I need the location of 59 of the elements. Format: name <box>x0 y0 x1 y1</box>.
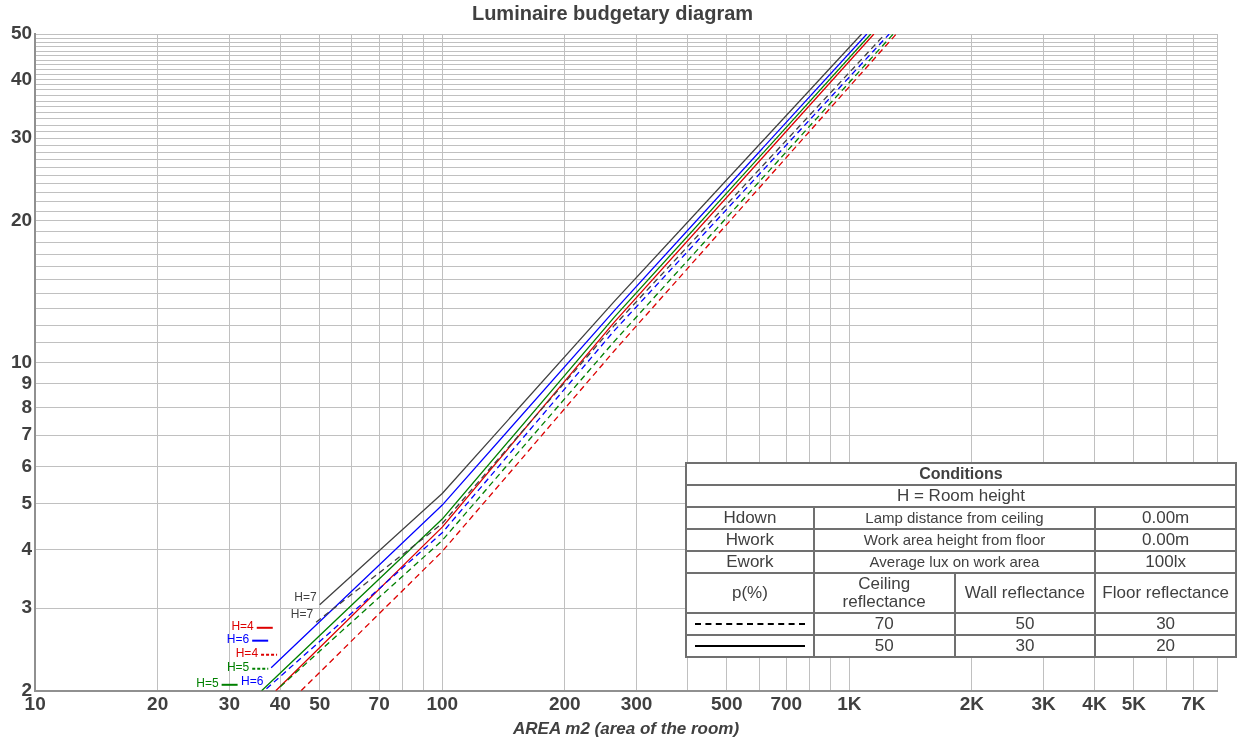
annotation: H = Room height <box>686 485 1236 507</box>
annotation: 30 <box>1095 613 1236 635</box>
x-tick-label: 1K <box>837 693 862 715</box>
x-tick-label: 100 <box>426 693 459 715</box>
x-tick-label: 2K <box>959 693 985 715</box>
annotation: 20 <box>1095 635 1236 657</box>
annotation: Hwork <box>686 529 814 551</box>
annotation: Average lux on work area <box>813 551 1096 573</box>
series-label: H=7 <box>290 607 314 622</box>
annotation: Conditions <box>686 463 1236 485</box>
series-label: H=6 <box>241 674 264 689</box>
x-tick-label: 40 <box>269 693 291 715</box>
x-tick-label: 5K <box>1121 693 1147 715</box>
legend-label: H=5 <box>196 676 219 691</box>
y-tick-label: 5 <box>21 492 33 514</box>
annotation: 100lx <box>1095 551 1236 573</box>
x-tick-label: 3K <box>1031 693 1056 715</box>
y-tick-label: 3 <box>21 596 33 618</box>
y-tick-label: 4 <box>21 537 33 559</box>
annotation: Lamp distance from ceiling <box>813 507 1096 529</box>
x-tick-label: 70 <box>368 693 390 715</box>
annotation: 50 <box>954 613 1096 635</box>
legend-label: H=4 <box>235 646 259 661</box>
y-tick-label: 6 <box>21 454 33 476</box>
annotation: 0.00m <box>1095 507 1236 529</box>
y-tick-label: 40 <box>10 67 33 89</box>
legend-label: H=6 <box>226 631 250 646</box>
y-tick-label: 7 <box>21 423 33 445</box>
y-tick-label: 50 <box>10 22 33 44</box>
y-tick-label: 30 <box>10 126 33 148</box>
legend-label: H=4 <box>231 619 255 634</box>
x-tick-label: 4K <box>1082 693 1107 715</box>
x-tick-label: 200 <box>548 693 581 715</box>
series-label: H=7 <box>294 590 317 605</box>
y-tick-label: 9 <box>21 372 33 394</box>
annotation: p(%) <box>686 573 814 613</box>
legend-label: H=5 <box>226 660 250 675</box>
x-tick-label: 30 <box>218 693 240 715</box>
annotation: 50 <box>813 635 955 657</box>
x-tick-label: 700 <box>770 693 803 715</box>
x-tick-label: 500 <box>710 693 743 715</box>
x-axis-title: AREA m2 (area of the room) <box>512 719 740 739</box>
y-tick-label: 8 <box>21 396 33 418</box>
y-tick-label: 20 <box>10 209 33 231</box>
x-tick-label: 20 <box>147 693 169 715</box>
chart-title: Luminaire budgetary diagram <box>471 1 754 24</box>
y-tick-label: 10 <box>10 350 33 372</box>
annotation: 70 <box>813 613 955 635</box>
annotation: 0.00m <box>1095 529 1236 551</box>
annotation: Hdown <box>686 507 814 529</box>
annotation: Floor reflectance <box>1095 573 1236 613</box>
annotation: Wall reflectance <box>954 573 1096 613</box>
x-tick-label: 300 <box>620 693 653 715</box>
annotation: Work area height from floor <box>813 529 1096 551</box>
annotation: 30 <box>954 635 1096 657</box>
x-tick-label: 7K <box>1181 693 1206 715</box>
x-tick-label: 50 <box>309 693 331 715</box>
annotation: Ceiling reflectance <box>813 573 955 613</box>
annotation: Ework <box>686 551 814 573</box>
